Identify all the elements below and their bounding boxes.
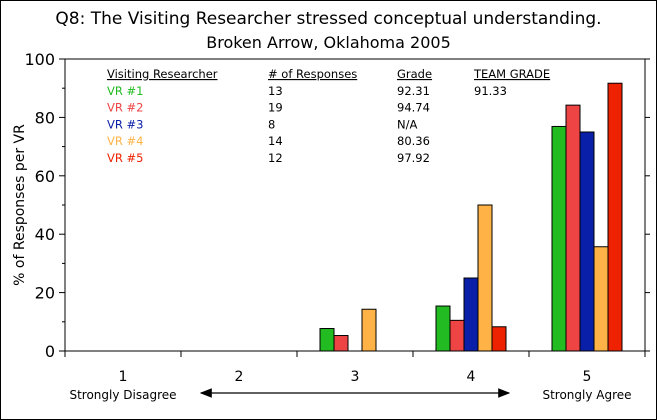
bar xyxy=(579,131,595,352)
table-vr-label: VR #3 xyxy=(107,117,143,131)
table-grade: 97.92 xyxy=(397,151,430,165)
table-header: Visiting Researcher xyxy=(107,67,218,81)
x-tick-label: 5 xyxy=(583,369,592,385)
y-tick-label: 60 xyxy=(35,167,55,186)
table-header: Grade xyxy=(397,67,432,81)
table-grade: N/A xyxy=(397,117,417,131)
table-responses: 12 xyxy=(268,151,283,165)
y-tick-label: 40 xyxy=(35,225,55,244)
table-responses: 14 xyxy=(268,134,283,148)
table-responses: 8 xyxy=(268,117,275,131)
bar xyxy=(491,326,507,352)
y-tick-label: 0 xyxy=(45,342,55,361)
y-axis-label: % of Responses per VR xyxy=(12,124,28,286)
bar xyxy=(361,308,377,352)
table-grade: 92.31 xyxy=(397,84,430,98)
bar xyxy=(449,319,465,352)
bar xyxy=(565,104,581,352)
table-grade: 94.74 xyxy=(397,101,430,115)
x-category-sublabel: Strongly Disagree xyxy=(69,388,176,402)
table-team-grade: 91.33 xyxy=(474,84,507,98)
table-header: # of Responses xyxy=(268,67,357,81)
bar xyxy=(319,328,335,352)
y-tick-label: 20 xyxy=(35,284,55,303)
bar xyxy=(435,305,451,352)
x-tick-label: 3 xyxy=(351,369,360,385)
x-tick-label: 4 xyxy=(467,369,476,385)
x-tick-label: 1 xyxy=(119,369,128,385)
y-tick-label: 80 xyxy=(35,108,55,127)
bar xyxy=(607,82,623,352)
table-responses: 13 xyxy=(268,84,283,98)
chart-title: Q8: The Visiting Researcher stressed con… xyxy=(55,9,602,29)
table-vr-label: VR #1 xyxy=(107,84,143,98)
bar xyxy=(463,277,479,352)
table-grade: 80.36 xyxy=(397,134,430,148)
table-vr-label: VR #4 xyxy=(107,134,143,148)
chart-subtitle: Broken Arrow, Oklahoma 2005 xyxy=(206,33,451,52)
table-vr-label: VR #2 xyxy=(107,101,143,115)
table-vr-label: VR #5 xyxy=(107,151,143,165)
bar xyxy=(593,246,609,352)
bar xyxy=(551,125,567,352)
table-header: TEAM GRADE xyxy=(473,67,550,81)
bar xyxy=(333,335,349,352)
y-tick-label: 100 xyxy=(24,50,55,69)
bar xyxy=(477,204,493,352)
x-tick-label: 2 xyxy=(235,369,244,385)
table-responses: 19 xyxy=(268,101,283,115)
x-category-sublabel: Strongly Agree xyxy=(542,388,631,402)
